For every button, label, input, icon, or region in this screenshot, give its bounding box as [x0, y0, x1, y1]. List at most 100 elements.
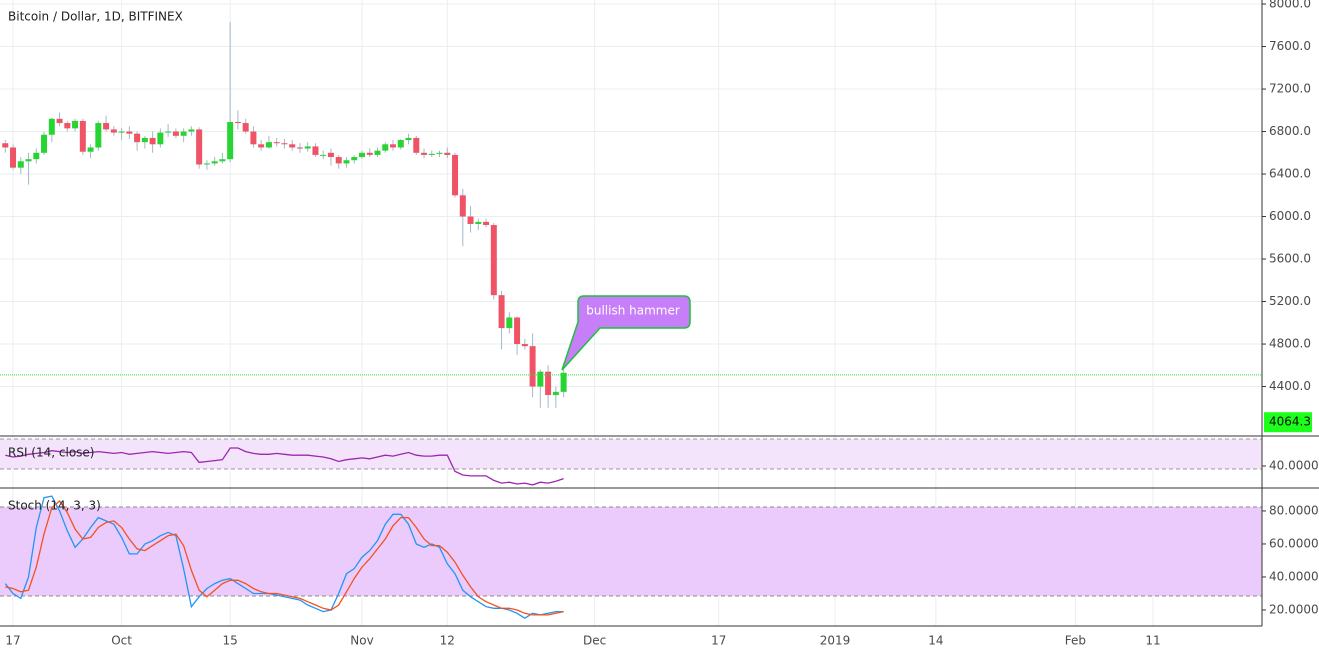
x-tick-label: 14	[928, 634, 943, 648]
y-tick-label: 20.0000	[1269, 602, 1319, 616]
y-tick-label: 5200.0	[1269, 294, 1311, 308]
candle-body	[79, 120, 86, 152]
y-tick-label: 7200.0	[1269, 82, 1311, 96]
x-tick-label: 15	[223, 634, 238, 648]
candle-body	[95, 123, 102, 148]
stoch-title: Stoch (14, 3, 3)	[8, 499, 101, 513]
candle-body	[273, 142, 280, 144]
candle-body	[188, 129, 195, 132]
plot	[0, 22, 1262, 619]
y-tick-label: 8000.0	[1269, 0, 1311, 11]
candle-body	[227, 121, 234, 160]
candle-body	[459, 195, 466, 217]
candle-body	[382, 144, 389, 151]
candle-body	[103, 123, 110, 130]
candle-body	[421, 152, 428, 155]
candle-body	[428, 153, 435, 155]
rsi-title: RSI (14, close)	[8, 446, 94, 460]
candle-body	[87, 147, 94, 152]
candle-body	[211, 161, 218, 164]
candle-body	[234, 121, 241, 124]
y-tick-label: 6000.0	[1269, 209, 1311, 223]
candle-body	[467, 216, 474, 224]
candle-body	[41, 134, 48, 153]
stoch-band	[0, 507, 1262, 596]
candle-body	[413, 137, 420, 153]
y-tick-label: 80.0000	[1269, 503, 1319, 517]
y-tick-label: 40.0000	[1269, 569, 1319, 583]
candle-body	[552, 391, 559, 396]
candle-body	[17, 161, 24, 168]
axis-labels: 17 Oct 15 Nov 12 Dec 17 2019 14 Feb 11 8000.0 7600.0…	[5, 0, 1318, 648]
candle-body	[56, 118, 63, 124]
last-price-box	[1264, 412, 1312, 433]
candle-body	[10, 147, 17, 168]
annotation-text: bullish hammer	[586, 304, 680, 318]
candle-body	[110, 129, 117, 133]
candle-body	[165, 131, 172, 133]
x-tick-label: 17	[5, 634, 20, 648]
candle-body	[475, 221, 482, 224]
candle-body	[436, 152, 443, 154]
candle-body	[390, 144, 397, 148]
x-tick-label: Nov	[350, 634, 373, 648]
candle-body	[366, 152, 373, 155]
candle-body	[281, 143, 288, 145]
candle-body	[265, 142, 272, 148]
candle-body	[335, 157, 342, 164]
candle-body	[196, 129, 203, 165]
candle-body	[141, 137, 148, 143]
x-tick-label: 11	[1145, 634, 1160, 648]
candle-body	[529, 346, 536, 387]
candle-body	[320, 154, 327, 156]
y-tick-label: 60.0000	[1269, 536, 1319, 550]
candle-body	[219, 159, 226, 162]
y-tick-label: 6800.0	[1269, 124, 1311, 138]
indicator-line	[4, 495, 564, 619]
candle-body	[374, 150, 381, 155]
candle-body	[327, 152, 334, 158]
candle-body	[157, 132, 164, 145]
y-tick-label: 40.0000	[1269, 459, 1319, 473]
candle-body	[312, 146, 319, 155]
indicator-line	[5, 500, 564, 616]
candle-body	[242, 123, 249, 132]
candle-body	[483, 221, 490, 226]
candle-body	[172, 131, 179, 136]
candle-body	[118, 131, 125, 133]
y-tick-label: 4400.0	[1269, 379, 1311, 393]
candle-body	[149, 137, 156, 145]
candle-body	[203, 163, 210, 165]
candle-body	[560, 372, 567, 392]
candle-body	[343, 160, 350, 164]
y-tick-label: 7600.0	[1269, 39, 1311, 53]
candle-body	[48, 118, 55, 135]
candle-body	[180, 131, 187, 136]
chart-title: Bitcoin / Dollar, 1D, BITFINEX	[8, 10, 183, 24]
candle-body	[537, 371, 544, 387]
y-tick-label: 5600.0	[1269, 252, 1311, 266]
candle-body	[351, 157, 358, 161]
x-tick-label: Dec	[583, 634, 606, 648]
x-tick-label: Oct	[111, 634, 132, 648]
indicator-line	[5, 447, 564, 486]
candle-body	[405, 137, 412, 141]
candle-body	[296, 147, 303, 149]
candle-body	[126, 131, 133, 134]
candle-body	[25, 159, 32, 162]
candle-body	[397, 140, 404, 148]
candle-body	[490, 225, 497, 296]
candle-body	[358, 152, 365, 158]
candle-body	[514, 317, 521, 345]
x-tick-label: 12	[440, 634, 455, 648]
candle-body	[250, 131, 257, 145]
x-tick-label: 2019	[820, 634, 851, 648]
grid	[0, 0, 1262, 626]
x-tick-label: 17	[711, 634, 726, 648]
candle-body	[452, 154, 459, 196]
candle-body	[258, 144, 265, 148]
candle-body	[2, 143, 9, 148]
annotation-callout	[561, 295, 691, 371]
candle-body	[64, 123, 71, 129]
